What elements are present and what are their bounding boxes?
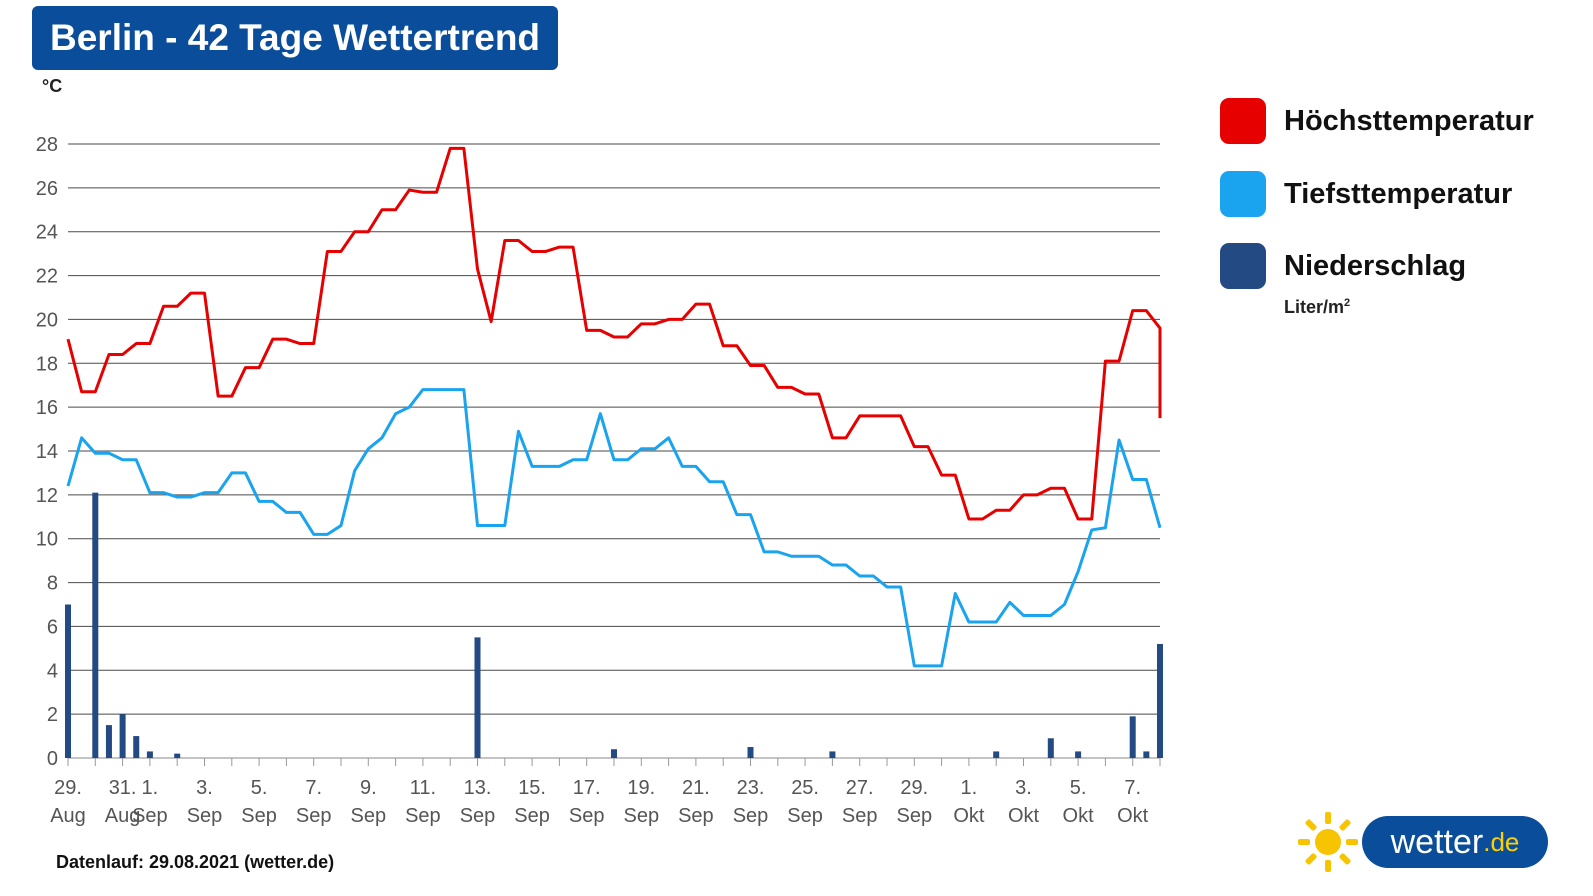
x-tick-day: 7. bbox=[305, 777, 322, 799]
x-tick-day: 1. bbox=[961, 777, 978, 799]
precipitation-bar bbox=[747, 747, 754, 758]
x-tick-month: Sep bbox=[897, 805, 933, 827]
precipitation-bar bbox=[174, 753, 181, 758]
precipitation-bar bbox=[119, 714, 126, 758]
legend-swatch-precipitation bbox=[1220, 243, 1266, 289]
precipitation-bar bbox=[133, 736, 140, 758]
x-tick-day: 7. bbox=[1124, 777, 1141, 799]
legend-item-max-temp: Höchsttemperatur bbox=[1220, 98, 1534, 144]
x-tick-month: Aug bbox=[50, 805, 86, 827]
precipitation-bar bbox=[474, 637, 481, 758]
legend-item-precipitation: Niederschlag bbox=[1220, 243, 1466, 289]
x-tick-day: 21. bbox=[682, 777, 710, 799]
y-tick-label: 16 bbox=[36, 397, 58, 419]
x-tick-day: 3. bbox=[196, 777, 213, 799]
y-tick-label: 10 bbox=[36, 529, 58, 551]
max-temp-line bbox=[66, 146, 1162, 521]
x-tick-month: Sep bbox=[787, 805, 823, 827]
y-tick-label: 22 bbox=[36, 266, 58, 288]
legend-swatch-max-temp bbox=[1220, 98, 1266, 144]
precipitation-bar bbox=[1143, 751, 1150, 758]
y-tick-label: 8 bbox=[47, 573, 58, 595]
data-run-footer: Datenlauf: 29.08.2021 (wetter.de) bbox=[56, 852, 335, 872]
precipitation-bar bbox=[92, 492, 99, 758]
x-tick-day: 29. bbox=[900, 777, 928, 799]
x-tick-day: 3. bbox=[1015, 777, 1032, 799]
y-tick-label: 6 bbox=[47, 616, 58, 638]
x-tick-month: Sep bbox=[678, 805, 714, 827]
legend-label-precipitation: Niederschlag bbox=[1284, 249, 1467, 282]
legend-label-min-temp: Tiefsttemperatur bbox=[1284, 177, 1513, 210]
precipitation-bar bbox=[1047, 738, 1054, 758]
wetter-de-logo[interactable]: wetter .de bbox=[1298, 810, 1553, 874]
precipitation-bar bbox=[1075, 751, 1082, 758]
precipitation-bar bbox=[1157, 643, 1163, 758]
x-tick-month: Aug bbox=[105, 805, 141, 827]
sun-icon bbox=[1298, 812, 1358, 872]
x-tick-day: 27. bbox=[846, 777, 874, 799]
x-tick-month: Sep bbox=[405, 805, 441, 827]
y-tick-label: 2 bbox=[47, 704, 58, 726]
x-tick-month: Sep bbox=[241, 805, 277, 827]
x-tick-day: 1. bbox=[142, 777, 159, 799]
x-tick-day: 5. bbox=[1070, 777, 1087, 799]
legend-item-min-temp: Tiefsttemperatur bbox=[1220, 171, 1512, 217]
precipitation-bar bbox=[611, 749, 617, 758]
logo-text: wetter bbox=[1390, 822, 1484, 861]
precipitation-bar bbox=[105, 725, 112, 758]
precipitation-bar bbox=[1129, 716, 1136, 758]
x-tick-day: 29. bbox=[54, 777, 82, 799]
x-tick-month: Sep bbox=[624, 805, 660, 827]
precipitation-unit: Liter/m2 bbox=[1284, 297, 1351, 317]
y-tick-label: 28 bbox=[36, 134, 58, 156]
x-tick-month: Sep bbox=[733, 805, 769, 827]
x-tick-month: Sep bbox=[132, 805, 168, 827]
x-tick-month: Sep bbox=[187, 805, 223, 827]
chart-title: Berlin - 42 Tage Wettertrend bbox=[50, 17, 541, 58]
y-axis-unit: °C bbox=[42, 76, 62, 96]
x-tick-month: Sep bbox=[842, 805, 878, 827]
x-tick-day: 31. bbox=[109, 777, 137, 799]
x-tick-month: Okt bbox=[1063, 805, 1095, 827]
x-tick-day: 13. bbox=[464, 777, 492, 799]
x-tick-month: Okt bbox=[1117, 805, 1149, 827]
y-tick-label: 12 bbox=[36, 485, 58, 507]
y-tick-label: 14 bbox=[36, 441, 58, 463]
x-tick-month: Sep bbox=[514, 805, 550, 827]
precipitation-bar bbox=[65, 604, 71, 758]
x-tick-day: 25. bbox=[791, 777, 819, 799]
x-tick-day: 11. bbox=[410, 777, 436, 799]
x-tick-month: Okt bbox=[953, 805, 985, 827]
x-tick-month: Sep bbox=[296, 805, 332, 827]
x-tick-day: 17. bbox=[573, 777, 601, 799]
x-tick-month: Sep bbox=[351, 805, 387, 827]
precipitation-bar bbox=[146, 751, 153, 758]
x-tick-day: 9. bbox=[360, 777, 377, 799]
logo-tld: .de bbox=[1483, 826, 1520, 857]
x-tick-month: Sep bbox=[569, 805, 605, 827]
title-banner: Berlin - 42 Tage Wettertrend bbox=[32, 6, 559, 70]
y-tick-label: 24 bbox=[36, 222, 58, 244]
logo-pill: wetter .de bbox=[1362, 816, 1548, 868]
x-tick-month: Okt bbox=[1008, 805, 1040, 827]
y-tick-label: 0 bbox=[47, 748, 58, 770]
y-tick-label: 26 bbox=[36, 178, 58, 200]
min-temp-line bbox=[66, 388, 1162, 668]
legend-swatch-min-temp bbox=[1220, 171, 1266, 217]
x-tick-month: Sep bbox=[460, 805, 496, 827]
precipitation-bar bbox=[993, 751, 1000, 758]
x-tick-day: 5. bbox=[251, 777, 268, 799]
y-tick-label: 20 bbox=[36, 309, 58, 331]
x-tick-day: 15. bbox=[518, 777, 546, 799]
y-tick-label: 18 bbox=[36, 353, 58, 375]
x-tick-day: 19. bbox=[627, 777, 655, 799]
legend-label-max-temp: Höchsttemperatur bbox=[1284, 104, 1534, 137]
precipitation-bar bbox=[829, 751, 836, 758]
x-tick-day: 23. bbox=[737, 777, 765, 799]
y-tick-label: 4 bbox=[47, 660, 58, 682]
